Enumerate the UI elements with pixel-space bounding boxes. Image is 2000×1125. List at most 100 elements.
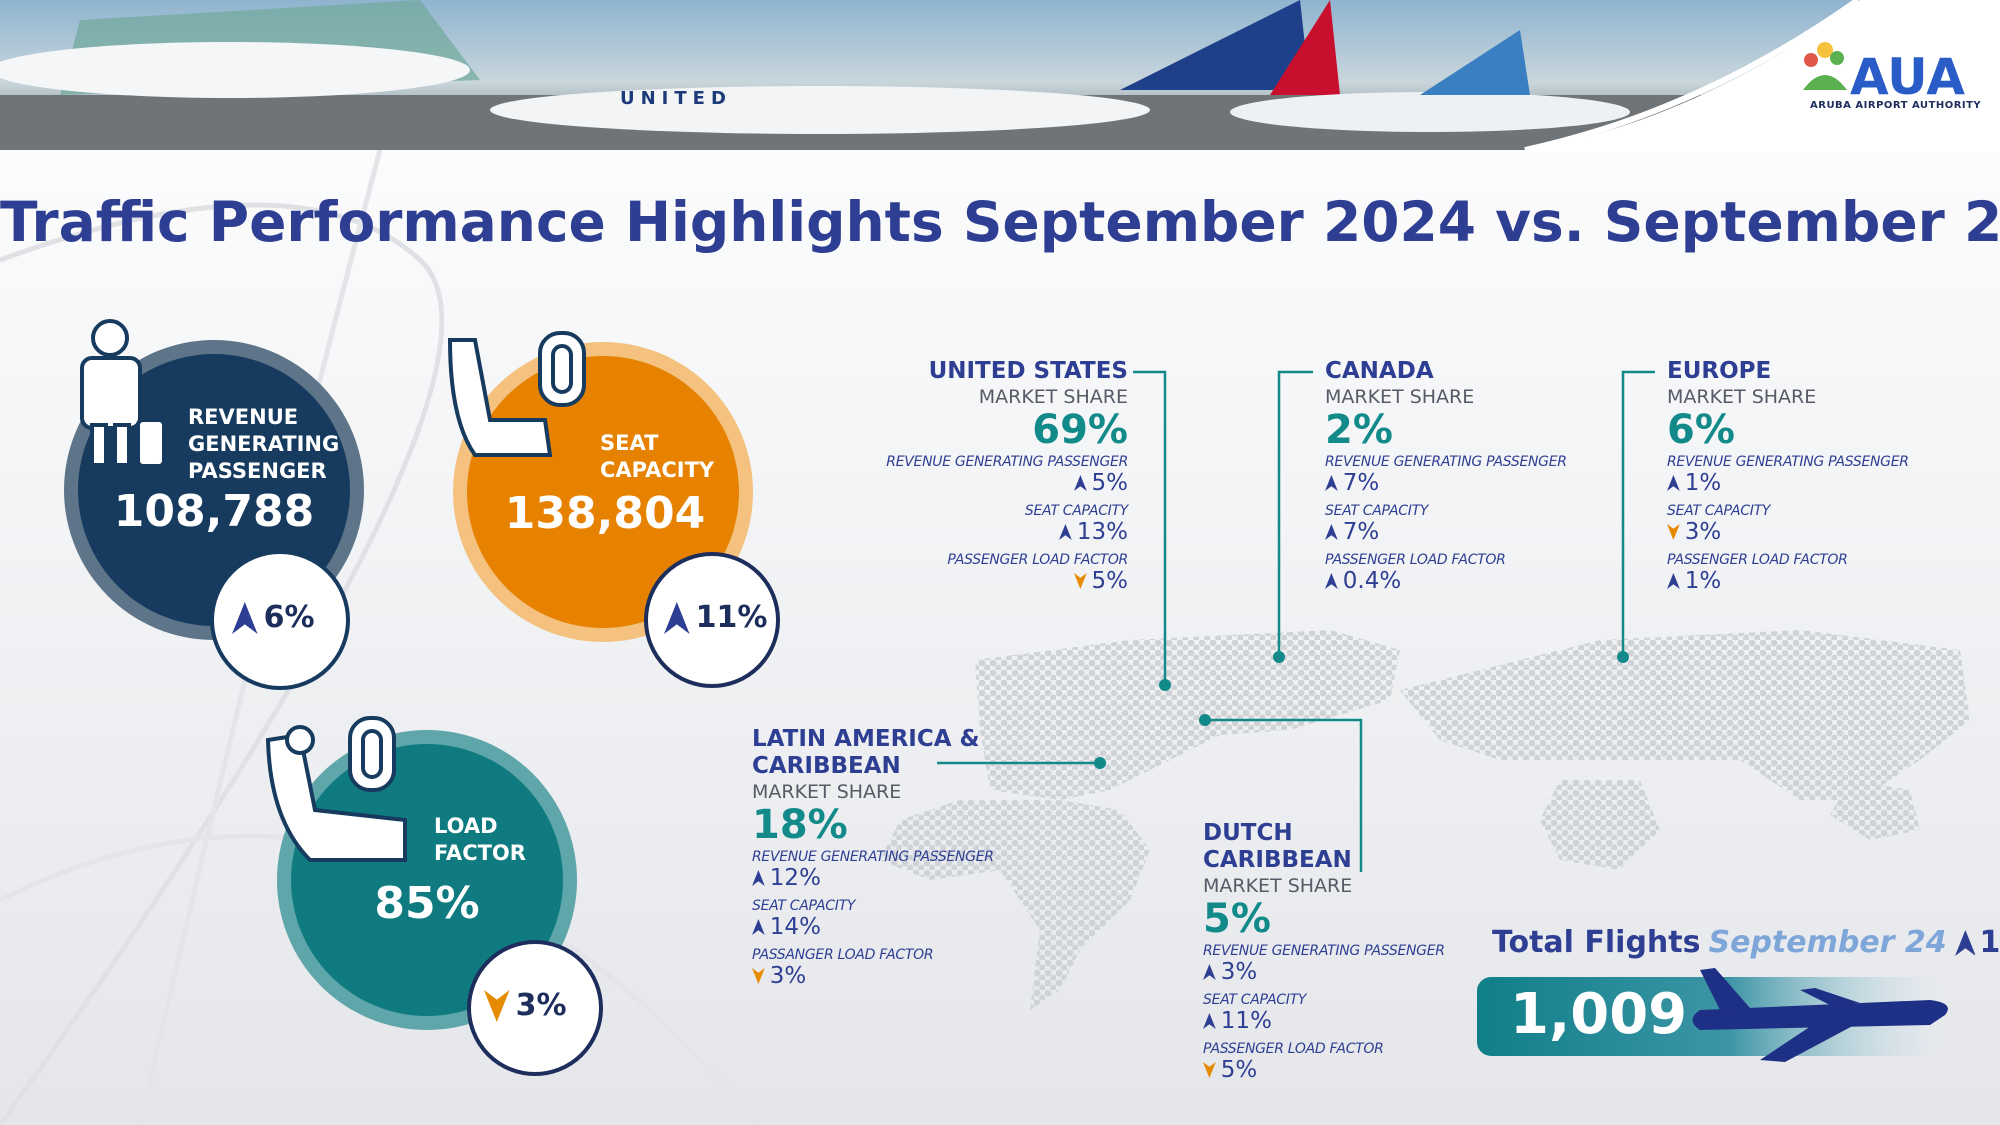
trend-arrow <box>752 870 765 886</box>
metric-change-value: 5% <box>1091 470 1129 496</box>
total-flights-change: 11% <box>1979 925 2000 960</box>
metric-change-value: 3% <box>769 963 807 989</box>
kpi-label: REVENUE GENERATING PASSENGER <box>188 405 340 483</box>
metric-label: REVENUE GENERATING PASSENGER <box>1667 454 1909 470</box>
trend-arrow <box>1059 524 1072 540</box>
logo-name: AUA <box>1850 48 1965 106</box>
metric-label: PASSENGER LOAD FACTOR <box>1203 1041 1384 1057</box>
kpi-value: 138,804 <box>504 488 706 539</box>
region: EUROPE MARKET SHARE 6% REVENUE GENERATING P… <box>1667 358 1927 594</box>
metric-label: SEAT CAPACITY <box>1325 503 1429 519</box>
kpi-value: 85% <box>374 878 480 929</box>
region: CANADA MARKET SHARE 2% REVENUE GENERATING P… <box>1325 358 1585 594</box>
market-share: 18% <box>752 802 848 848</box>
metric-label: REVENUE GENERATING PASSENGER <box>1325 454 1567 470</box>
metric-change: 7% <box>1325 519 1585 545</box>
metric-change: 12% <box>752 865 1012 891</box>
trend-arrow <box>484 989 510 1022</box>
metric-label: REVENUE GENERATING PASSENGER <box>1203 943 1445 959</box>
market-share: 5% <box>1203 896 1271 942</box>
market-share-label: MARKET SHARE <box>1325 386 1475 408</box>
total-flights-title: Total Flights <box>1492 925 1701 960</box>
metric-label: SEAT CAPACITY <box>1203 992 1307 1008</box>
metric-change: 1% <box>1667 470 1927 496</box>
trend-arrow <box>1667 524 1680 540</box>
market-share-label: MARKET SHARE <box>1667 386 1817 408</box>
logo-subtitle: ARUBA AIRPORT AUTHORITY <box>1810 100 1982 111</box>
metric-label: SEAT CAPACITY <box>1024 503 1128 519</box>
metric-change: 5% <box>868 470 1128 496</box>
trend-arrow <box>1325 573 1338 589</box>
trend-arrow <box>1667 475 1680 491</box>
metric-change-value: 11% <box>1220 1008 1272 1034</box>
kpi-change-value: 6% <box>263 600 315 635</box>
region-name: CANADA <box>1325 358 1434 384</box>
metric-change: 5% <box>1203 1057 1463 1083</box>
trend-arrow <box>1954 929 1976 956</box>
region: UNITED STATES MARKET SHARE 69% REVENUE GENE… <box>868 358 1128 594</box>
trend-arrow <box>1203 964 1216 980</box>
metric-change-value: 5% <box>1220 1057 1258 1083</box>
kpi-change-value: 3% <box>515 988 567 1023</box>
market-share: 2% <box>1325 407 1393 453</box>
kpi-value: 108,788 <box>113 486 315 537</box>
metric-change: 1% <box>1667 568 1927 594</box>
region: LATIN AMERICA & CARIBBEAN MARKET SHARE 18%… <box>752 726 1012 989</box>
trend-arrow <box>1073 475 1087 491</box>
metric-change-value: 7% <box>1342 470 1380 496</box>
metric-change: 11% <box>1203 1008 1463 1034</box>
metric-change-value: 12% <box>769 865 821 891</box>
trend-arrow <box>1203 1062 1216 1078</box>
region: DUTCH CARIBBEAN MARKET SHARE 5% REVENUE GEN… <box>1203 820 1463 1083</box>
metric-change-value: 7% <box>1342 519 1380 545</box>
market-share-label: MARKET SHARE <box>978 386 1128 408</box>
kpi-label: LOAD FACTOR <box>434 814 526 865</box>
metric-change-value: 1% <box>1684 470 1722 496</box>
metric-change-value: 1% <box>1684 568 1722 594</box>
metric-change: 0.4% <box>1325 568 1585 594</box>
metric-change-value: 3% <box>1220 959 1258 985</box>
metric-label: PASSENGER LOAD FACTOR <box>1667 552 1848 568</box>
region-name: UNITED STATES <box>928 358 1128 384</box>
trend-arrow <box>752 968 765 984</box>
metric-label: REVENUE GENERATING PASSENGER <box>752 849 994 865</box>
metric-label: PASSENGER LOAD FACTOR <box>1325 552 1506 568</box>
metric-label: SEAT CAPACITY <box>1667 503 1771 519</box>
metric-change-value: 3% <box>1684 519 1722 545</box>
kpi-change: 3% <box>484 988 567 1023</box>
metric-label: PASSENGER LOAD FACTOR <box>947 552 1128 568</box>
trend-arrow <box>664 601 690 634</box>
metric-change-value: 0.4% <box>1342 568 1402 594</box>
kpi-label: SEAT CAPACITY <box>600 431 715 482</box>
metric-change: 3% <box>1203 959 1463 985</box>
kpi-change-value: 11% <box>695 600 768 635</box>
metric-change: 3% <box>752 963 1012 989</box>
market-share-label: MARKET SHARE <box>1203 875 1353 897</box>
metric-change: 5% <box>868 568 1128 594</box>
kpi-change: 11% <box>664 600 767 635</box>
trend-arrow <box>1667 573 1680 589</box>
metric-label: REVENUE GENERATING PASSENGER <box>886 454 1128 470</box>
logo: AUA ARUBA AIRPORT AUTHORITY <box>1810 48 1981 111</box>
kpi-change: 6% <box>232 600 315 635</box>
trend-arrow <box>1203 1013 1216 1029</box>
metric-change-value: 13% <box>1076 519 1128 545</box>
region-name: DUTCH CARIBBEAN <box>1203 820 1352 873</box>
metric-change: 13% <box>868 519 1128 545</box>
total-flights-period: September 24 <box>1708 925 1947 960</box>
market-share-label: MARKET SHARE <box>752 781 902 803</box>
market-share: 6% <box>1667 407 1735 453</box>
trend-arrow <box>1073 573 1087 589</box>
page-title: Traffic Performance Highlights September… <box>0 190 2000 254</box>
total-flights-value: 1,009 <box>1510 982 1688 1047</box>
metric-label: SEAT CAPACITY <box>752 898 856 914</box>
market-share: 69% <box>1032 407 1128 453</box>
trend-arrow <box>752 919 765 935</box>
trend-arrow <box>1325 475 1338 491</box>
metric-change-value: 14% <box>769 914 821 940</box>
metric-label: PASSANGER LOAD FACTOR <box>752 947 934 963</box>
trend-arrow <box>232 601 258 634</box>
